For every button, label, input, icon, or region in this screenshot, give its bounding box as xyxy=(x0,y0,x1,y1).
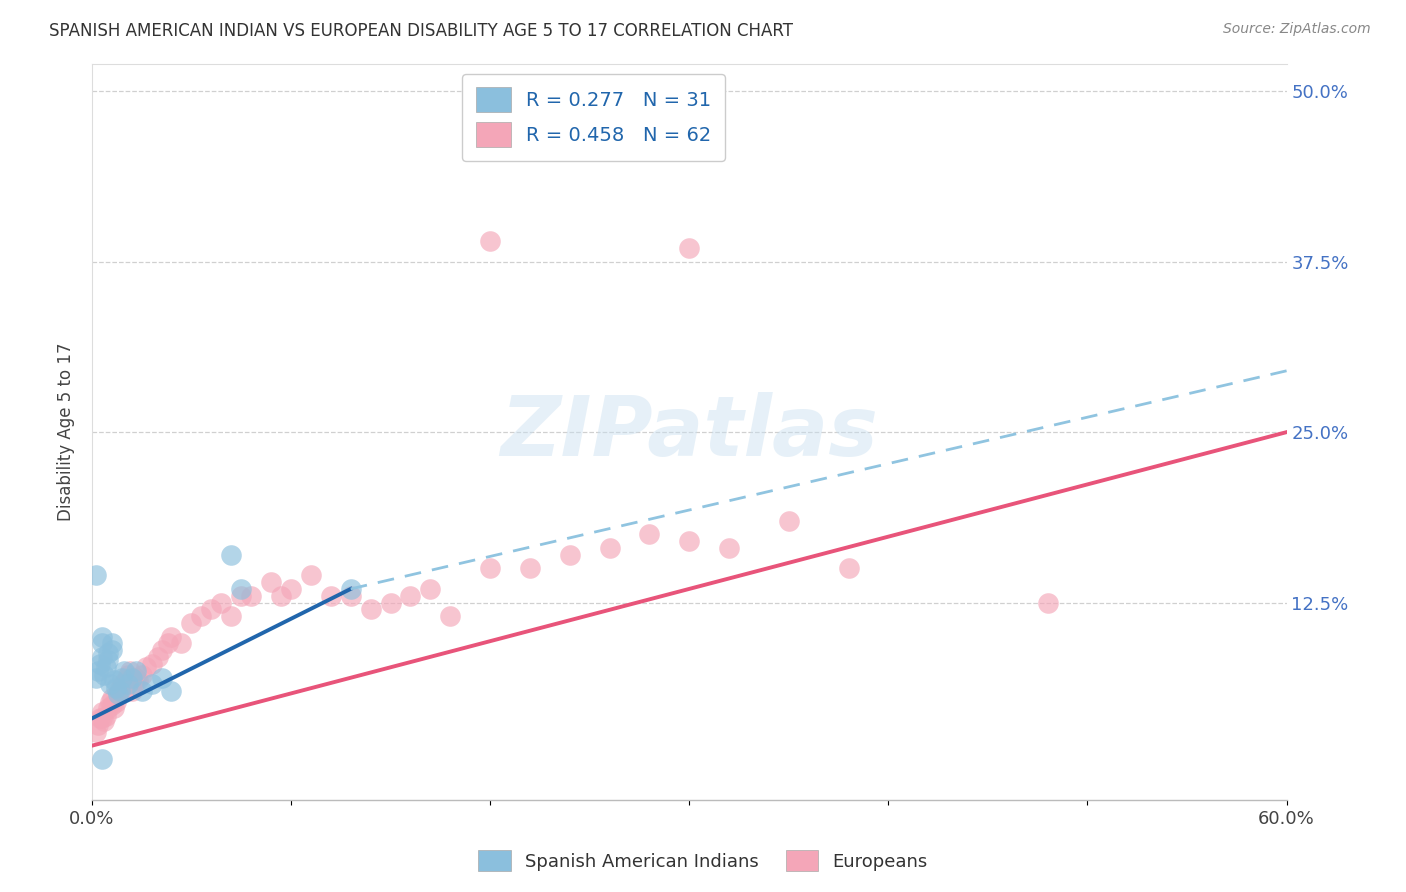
Point xyxy=(141,657,163,671)
Point xyxy=(124,664,146,678)
Point xyxy=(131,684,153,698)
Text: Source: ZipAtlas.com: Source: ZipAtlas.com xyxy=(1223,22,1371,37)
Point xyxy=(280,582,302,596)
Point xyxy=(93,714,115,728)
Point xyxy=(131,668,153,682)
Point xyxy=(108,684,131,698)
Point xyxy=(479,234,502,248)
Point xyxy=(150,643,173,657)
Point xyxy=(156,636,179,650)
Point xyxy=(90,711,112,725)
Point xyxy=(87,664,110,678)
Point xyxy=(231,582,253,596)
Point xyxy=(90,630,112,644)
Point xyxy=(270,589,292,603)
Point xyxy=(122,677,145,691)
Point xyxy=(519,561,541,575)
Legend: Spanish American Indians, Europeans: Spanish American Indians, Europeans xyxy=(471,843,935,879)
Point xyxy=(380,595,402,609)
Point xyxy=(107,687,129,701)
Point xyxy=(84,568,107,582)
Point xyxy=(100,643,122,657)
Point xyxy=(107,687,129,701)
Point xyxy=(339,582,361,596)
Point xyxy=(100,690,122,705)
Point xyxy=(718,541,741,555)
Text: SPANISH AMERICAN INDIAN VS EUROPEAN DISABILITY AGE 5 TO 17 CORRELATION CHART: SPANISH AMERICAN INDIAN VS EUROPEAN DISA… xyxy=(49,22,793,40)
Point xyxy=(98,677,121,691)
Point xyxy=(146,650,169,665)
Point xyxy=(231,589,253,603)
Point xyxy=(94,659,117,673)
Point xyxy=(90,705,112,719)
Point xyxy=(90,636,112,650)
Point xyxy=(112,664,135,678)
Point xyxy=(1036,595,1059,609)
Point xyxy=(150,671,173,685)
Point xyxy=(141,677,163,691)
Point xyxy=(124,671,146,685)
Point xyxy=(89,657,111,671)
Point xyxy=(103,673,125,688)
Point xyxy=(100,636,122,650)
Point xyxy=(219,609,242,624)
Legend: R = 0.277   N = 31, R = 0.458   N = 62: R = 0.277 N = 31, R = 0.458 N = 62 xyxy=(463,74,725,161)
Point xyxy=(678,241,700,255)
Point xyxy=(84,725,107,739)
Point xyxy=(118,664,141,678)
Point xyxy=(114,673,136,688)
Point xyxy=(93,668,115,682)
Point xyxy=(90,650,112,665)
Point xyxy=(599,541,621,555)
Point xyxy=(111,677,134,691)
Point xyxy=(97,653,120,667)
Point xyxy=(90,752,112,766)
Point xyxy=(200,602,222,616)
Point xyxy=(399,589,422,603)
Text: ZIPatlas: ZIPatlas xyxy=(501,392,879,473)
Point xyxy=(678,534,700,549)
Point xyxy=(299,568,322,582)
Point xyxy=(160,684,183,698)
Point xyxy=(97,646,120,660)
Y-axis label: Disability Age 5 to 17: Disability Age 5 to 17 xyxy=(58,343,75,522)
Point xyxy=(180,615,202,630)
Point xyxy=(89,711,111,725)
Point xyxy=(219,548,242,562)
Point xyxy=(108,681,131,696)
Point xyxy=(94,708,117,723)
Point xyxy=(98,695,121,709)
Point xyxy=(837,561,859,575)
Point xyxy=(360,602,382,616)
Point xyxy=(87,718,110,732)
Point xyxy=(121,684,143,698)
Point xyxy=(778,514,800,528)
Point xyxy=(419,582,441,596)
Point xyxy=(127,673,149,688)
Point xyxy=(104,681,127,696)
Point xyxy=(558,548,581,562)
Point xyxy=(100,698,122,712)
Point xyxy=(104,695,127,709)
Point xyxy=(97,700,120,714)
Point xyxy=(103,700,125,714)
Point xyxy=(111,671,134,685)
Point xyxy=(240,589,263,603)
Point xyxy=(190,609,212,624)
Point xyxy=(160,630,183,644)
Point xyxy=(439,609,461,624)
Point xyxy=(117,668,139,682)
Point xyxy=(117,677,139,691)
Point xyxy=(209,595,232,609)
Point xyxy=(112,684,135,698)
Point xyxy=(135,659,157,673)
Point xyxy=(479,561,502,575)
Point xyxy=(339,589,361,603)
Point xyxy=(638,527,661,541)
Point xyxy=(260,575,283,590)
Point xyxy=(84,671,107,685)
Point xyxy=(170,636,193,650)
Point xyxy=(121,671,143,685)
Point xyxy=(319,589,342,603)
